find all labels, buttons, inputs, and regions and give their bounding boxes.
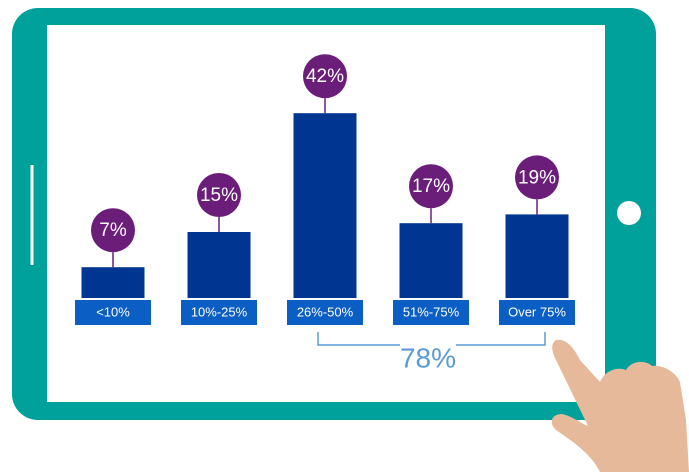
- value-badge: [197, 173, 241, 217]
- bar: [399, 223, 463, 298]
- category-box: [181, 300, 257, 325]
- bar: [187, 232, 251, 298]
- category-box: [75, 300, 151, 325]
- bar: [293, 113, 357, 298]
- category-box: [287, 300, 363, 325]
- value-label: 15%: [200, 185, 238, 206]
- annotation: 78%: [400, 342, 456, 373]
- bracket: [317, 332, 546, 346]
- category-label: 26%-50%: [297, 304, 354, 319]
- home-button: [617, 201, 641, 225]
- category-label: Over 75%: [508, 304, 566, 319]
- chart: 7% <10% 15% 10%-25% 42% 26%-50% 17% 51%-75% 19% O…: [75, 54, 575, 325]
- value-label: 19%: [518, 167, 556, 188]
- value-label: 7%: [99, 220, 127, 241]
- category-box: [499, 300, 575, 325]
- value-badge: [91, 208, 135, 253]
- value-badge: [515, 155, 559, 200]
- category-box: [393, 300, 469, 325]
- value-label: 17%: [412, 176, 450, 197]
- category-label: 10%-25%: [191, 304, 248, 319]
- category-label: <10%: [96, 304, 130, 319]
- value-badge: [409, 164, 453, 209]
- value-badge: [303, 54, 347, 99]
- bar: [505, 214, 569, 298]
- bar: [81, 267, 145, 298]
- value-label: 42%: [306, 66, 344, 87]
- hand: [551, 339, 689, 472]
- category-label: 51%-75%: [403, 304, 460, 319]
